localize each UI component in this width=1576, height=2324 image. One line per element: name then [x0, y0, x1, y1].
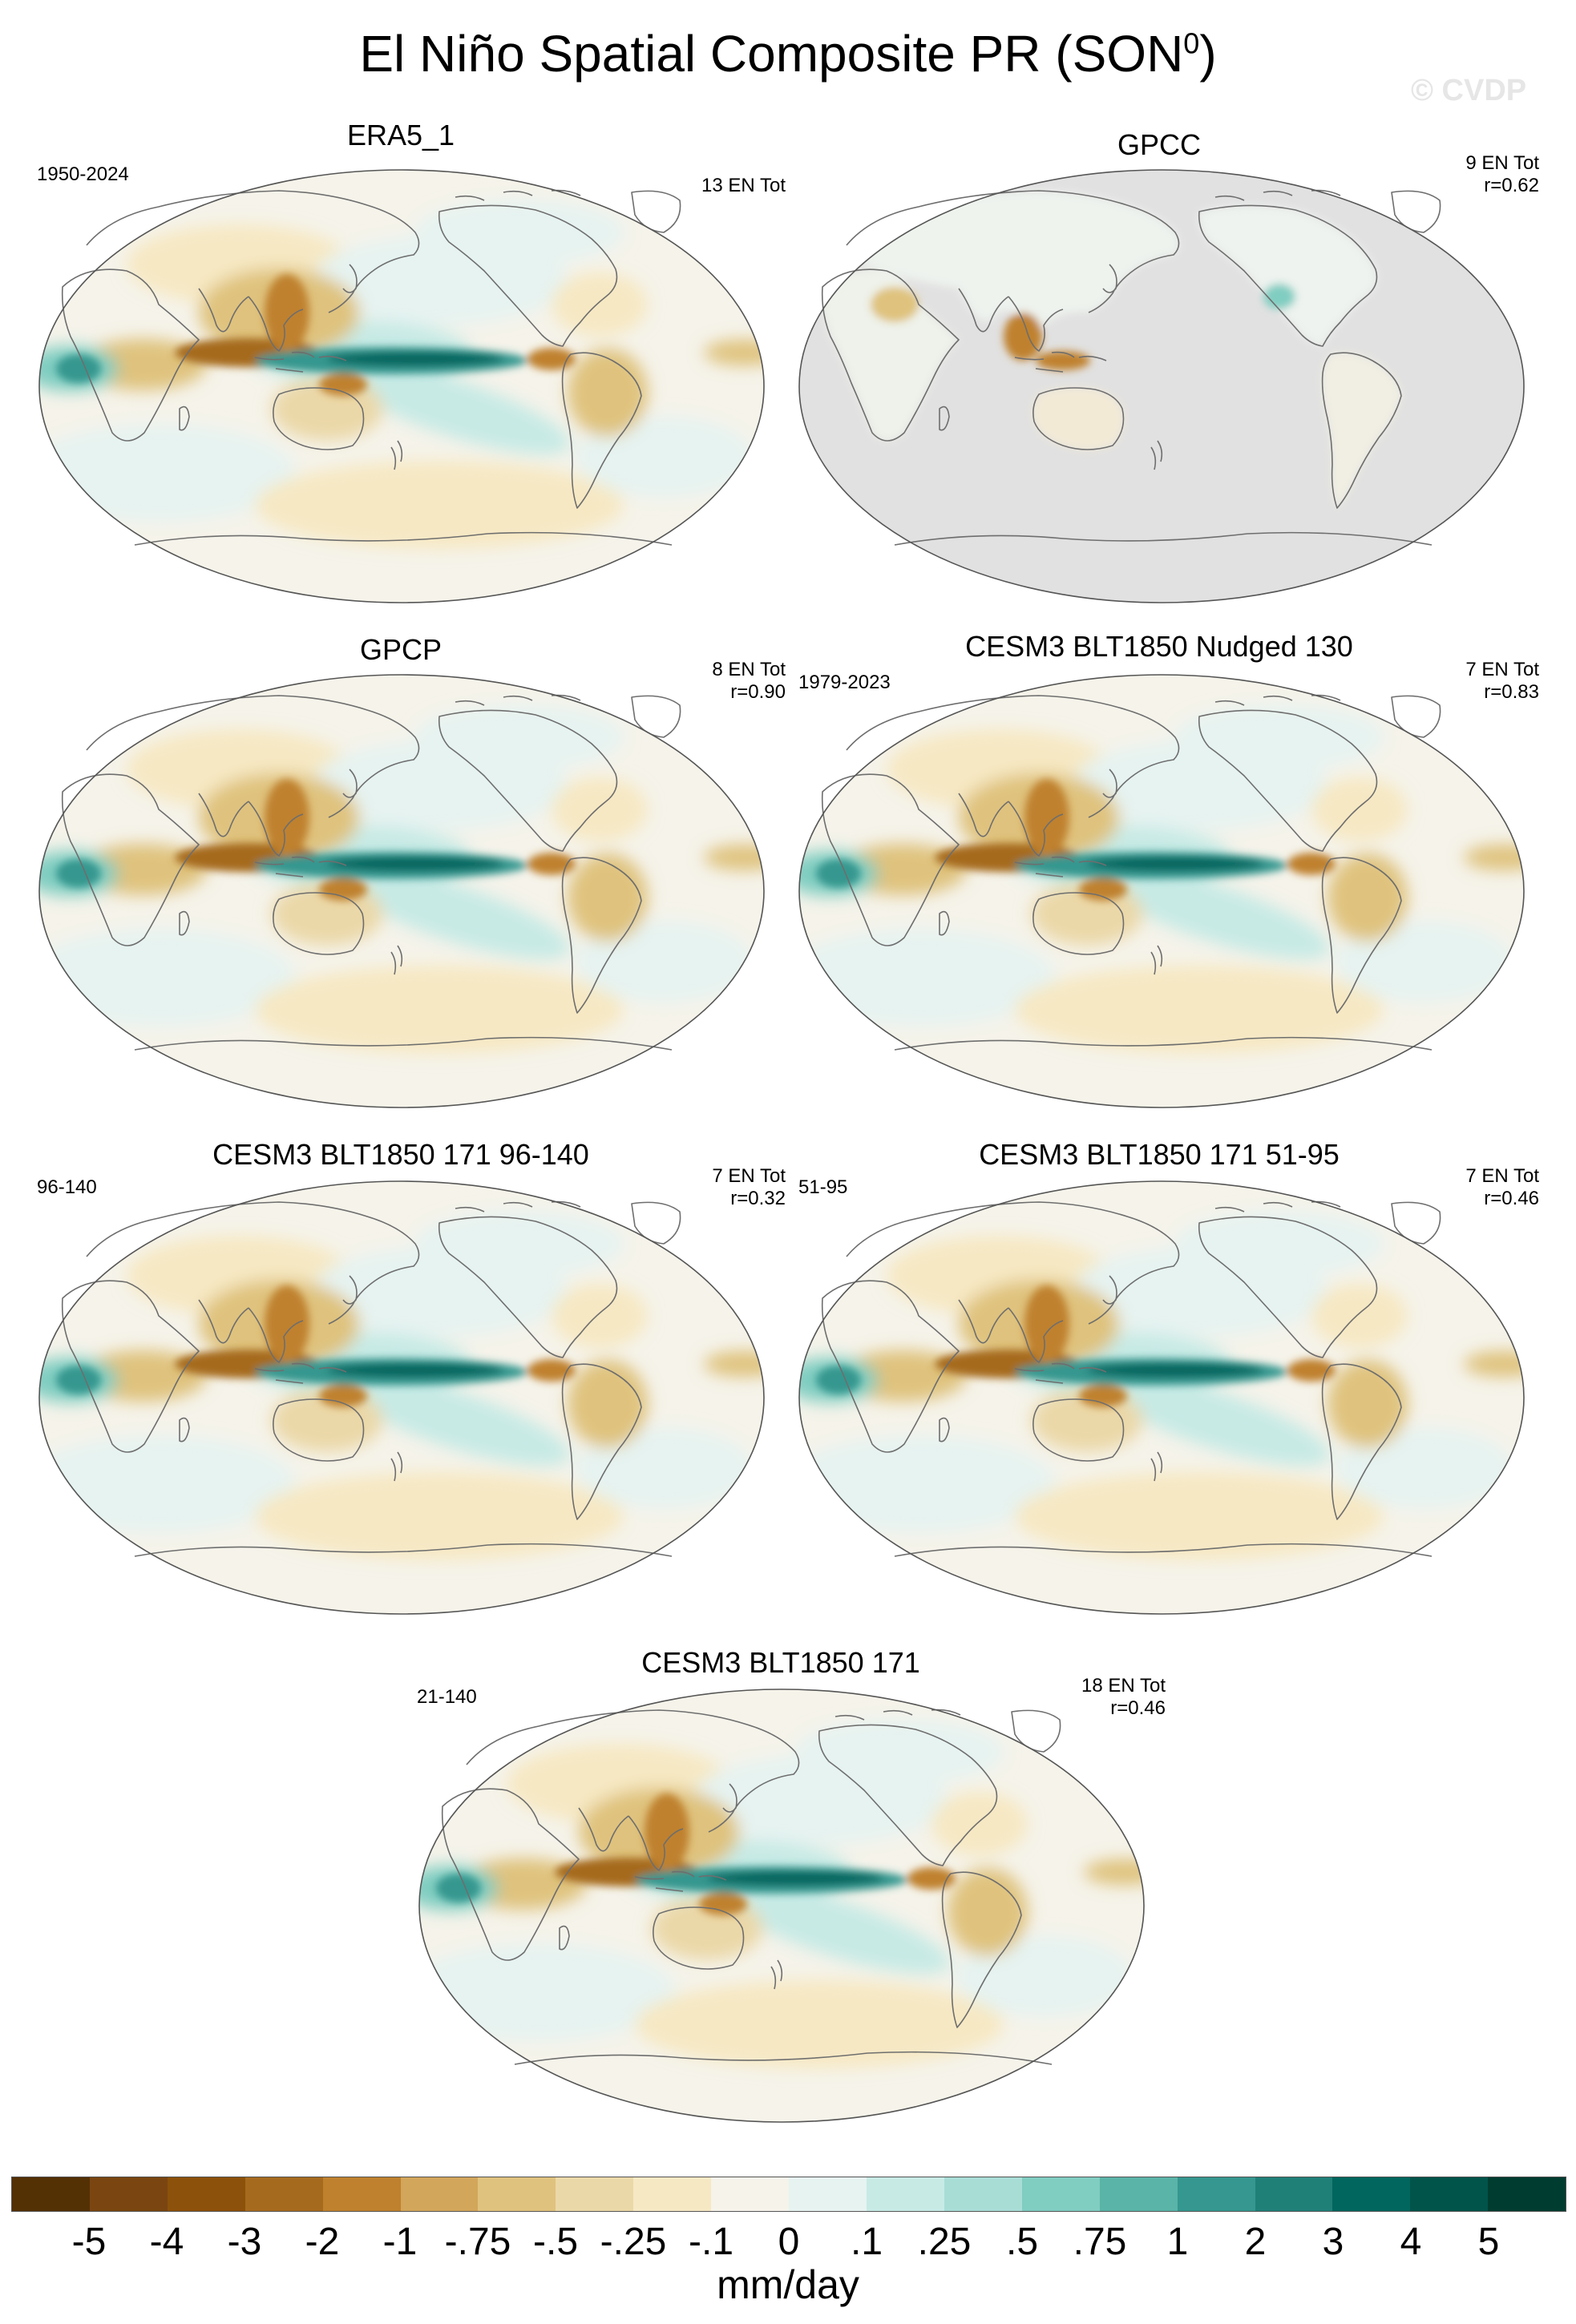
colorbar-swatch [1099, 2177, 1178, 2211]
colorbar-tick-label: 0 [778, 2221, 800, 2263]
panel-period: 96-140 [37, 1176, 97, 1198]
colorbar-tick-label: 5 [1477, 2221, 1500, 2263]
map-panel [798, 673, 1525, 1109]
panel-event-count: 7 EN Tot [712, 1165, 786, 1187]
panel-title: ERA5_1 [346, 119, 455, 151]
colorbar-swatch [1410, 2177, 1489, 2211]
colorbar-tick-label: -1 [382, 2221, 418, 2263]
panel-correlation: r=0.46 [1484, 1188, 1539, 1209]
colorbar-swatch [789, 2177, 867, 2211]
colorbar-tick-label: 1 [1166, 2221, 1189, 2263]
colorbar-tick-label: .75 [1073, 2221, 1127, 2263]
panel-title: GPCC [1117, 128, 1201, 161]
panel-correlation: r=0.62 [1484, 175, 1539, 196]
map-panel [38, 673, 765, 1109]
colorbar-swatch [89, 2177, 168, 2211]
panel-period: 1979-2023 [798, 672, 891, 693]
panel-correlation: r=0.83 [1484, 681, 1539, 703]
panel-period: 51-95 [798, 1176, 848, 1198]
map-panel [38, 168, 765, 604]
panel-title: CESM3 BLT1850 171 [641, 1646, 920, 1679]
colorbar-tick-label: 3 [1322, 2221, 1344, 2263]
colorbar-tick-label: .25 [917, 2221, 972, 2263]
colorbar-swatch [1255, 2177, 1333, 2211]
panel-title: CESM3 BLT1850 171 51-95 [979, 1138, 1340, 1171]
colorbar-labels: -5 -4 -3 -2 -1 -.75 -.5 -.25 -.1 0 .1 .25 .5 .75 1 2 3 4 5 [11, 2220, 1566, 2263]
colorbar-tick-label: .1 [850, 2221, 883, 2263]
panel-event-count: 18 EN Tot [1081, 1675, 1166, 1697]
cvdp-watermark: © CVDP [1411, 74, 1527, 107]
colorbar-tick-label: -5 [71, 2221, 107, 2263]
colorbar-swatch [478, 2177, 556, 2211]
panel-title: GPCP [359, 633, 442, 666]
colorbar-swatch [1177, 2177, 1255, 2211]
map-panel [798, 1180, 1525, 1616]
panel-correlation: r=0.46 [1110, 1697, 1166, 1719]
panel-event-count: 7 EN Tot [1465, 659, 1539, 680]
colorbar-tick-label: -.25 [600, 2221, 667, 2263]
panel-period: 21-140 [417, 1686, 477, 1708]
map-panel [418, 1688, 1145, 2124]
panel-title: CESM3 BLT1850 171 96-140 [212, 1138, 589, 1171]
colorbar-swatch [1332, 2177, 1411, 2211]
colorbar-swatch [244, 2177, 323, 2211]
colorbar-units: mm/day [717, 2262, 859, 2307]
panel-event-count: 8 EN Tot [712, 659, 786, 680]
panel-correlation: r=0.32 [730, 1188, 786, 1209]
map-panel [38, 1180, 765, 1616]
colorbar-tick-label: -2 [305, 2221, 340, 2263]
panel-correlation: r=0.90 [730, 681, 786, 703]
panel-period: 1950-2024 [37, 163, 129, 185]
colorbar-swatch [12, 2177, 90, 2211]
colorbar-tick-label: -4 [149, 2221, 184, 2263]
colorbar-swatch [556, 2177, 634, 2211]
panel-event-count: 9 EN Tot [1465, 152, 1539, 174]
colorbar-swatch [1488, 2177, 1566, 2211]
colorbar-swatch [1021, 2177, 1100, 2211]
colorbar-tick-label: -.1 [688, 2221, 734, 2263]
colorbar-swatch [633, 2177, 712, 2211]
panel-event-count: 7 EN Tot [1465, 1165, 1539, 1187]
colorbar-swatch [944, 2177, 1022, 2211]
figure-title: El Niño Spatial Composite PR (SON0) [359, 25, 1217, 83]
map-panel [798, 168, 1525, 604]
colorbar-swatch [866, 2177, 944, 2211]
panel-event-count: 13 EN Tot [701, 175, 786, 196]
colorbar-tick-label: 2 [1244, 2221, 1267, 2263]
colorbar-swatch [711, 2177, 790, 2211]
colorbar-tick-label: -3 [227, 2221, 262, 2263]
colorbar-swatch [400, 2177, 479, 2211]
colorbar [11, 2177, 1566, 2212]
colorbar-swatch [167, 2177, 245, 2211]
colorbar-swatch [322, 2177, 401, 2211]
colorbar-tick-label: -.75 [444, 2221, 511, 2263]
colorbar-tick-label: .5 [1005, 2221, 1039, 2263]
colorbar-tick-label: 4 [1400, 2221, 1422, 2263]
panel-title: CESM3 BLT1850 Nudged 130 [965, 630, 1353, 663]
colorbar-tick-label: -.5 [532, 2221, 579, 2263]
